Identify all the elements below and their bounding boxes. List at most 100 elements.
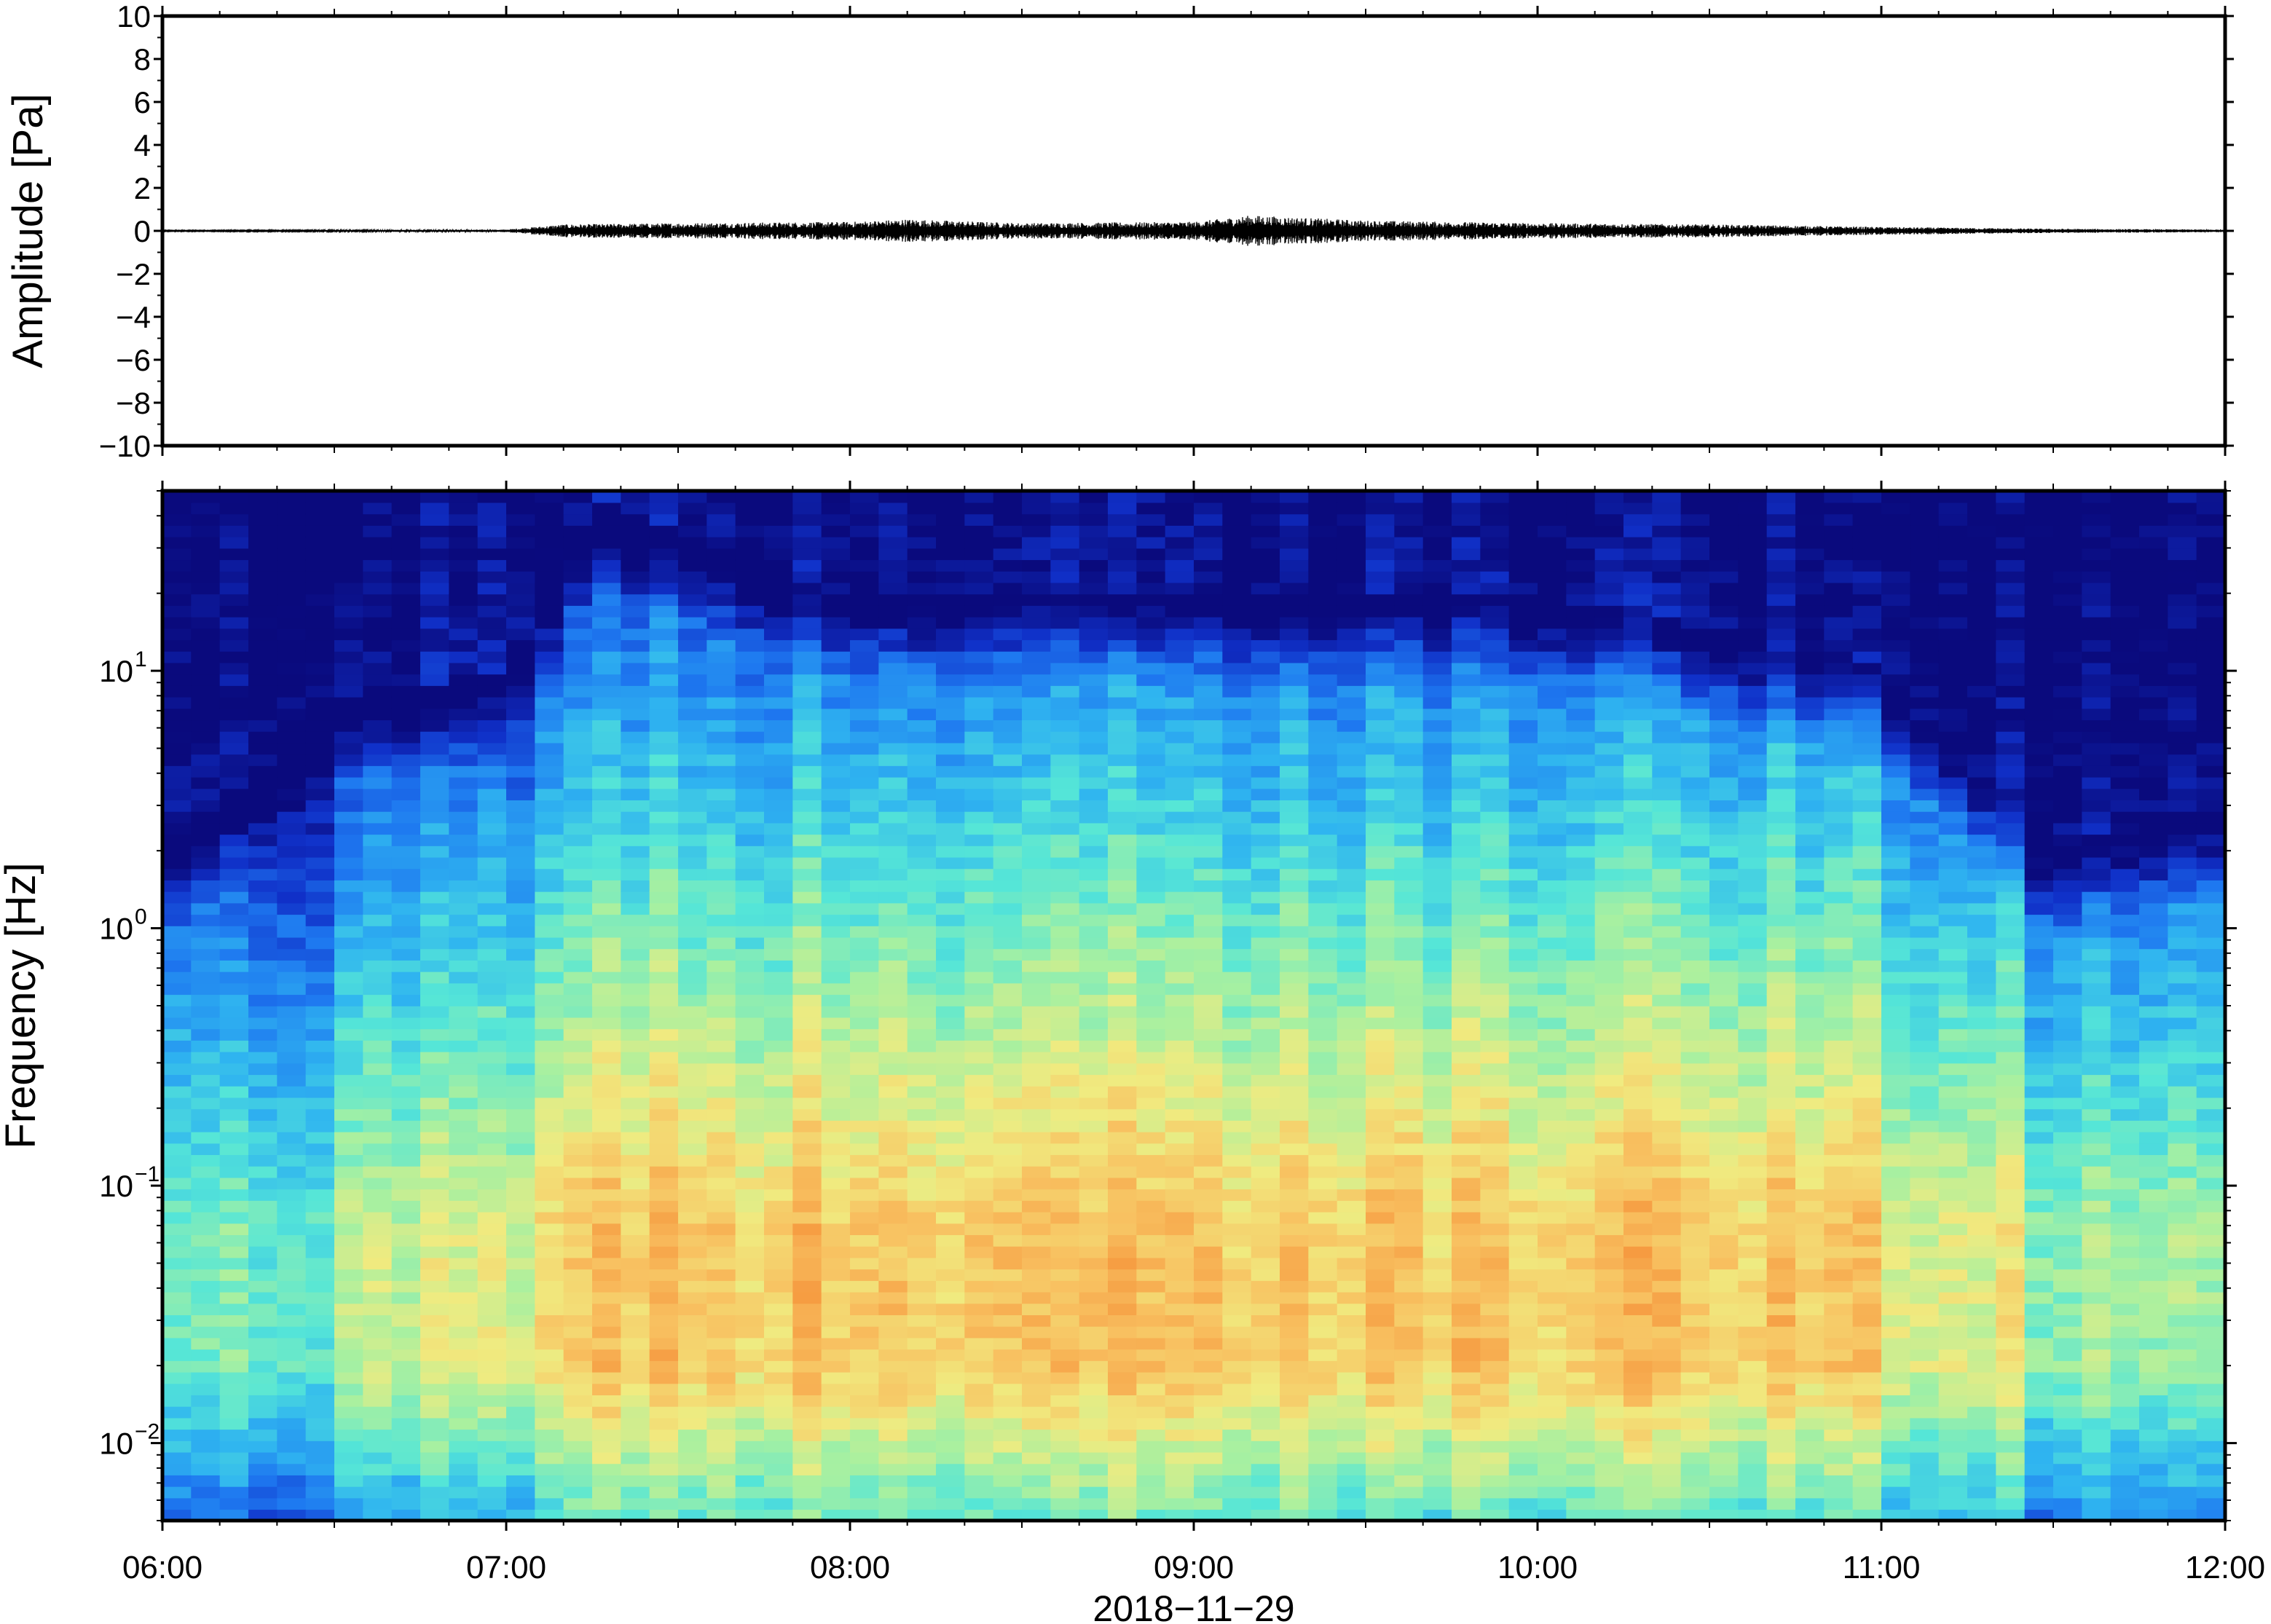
spectrogram-cell (1308, 639, 1338, 652)
spectrogram-cell (391, 1269, 421, 1281)
spectrogram-cell (535, 1257, 564, 1270)
spectrogram-cell (334, 1314, 364, 1327)
spectrogram-cell (563, 1040, 593, 1052)
spectrogram-cell (964, 765, 994, 778)
spectrogram-cell (621, 800, 650, 812)
spectrogram-cell (621, 1234, 650, 1247)
spectrogram-cell (1222, 1189, 1252, 1201)
spectrogram-cell (248, 1074, 278, 1087)
spectrogram-cell (907, 1349, 937, 1361)
spectrogram-cell (592, 948, 622, 961)
spectrogram-cell (792, 742, 822, 755)
spectrogram-cell (449, 1337, 479, 1350)
spectrogram-cell (1452, 1429, 1481, 1441)
spectrogram-cell (678, 1269, 708, 1281)
spectrogram-cell (993, 948, 1023, 961)
spectrogram-cell (993, 1371, 1023, 1384)
spectrogram-cell (1452, 536, 1481, 549)
spectrogram-cell (678, 1234, 708, 1247)
spectrogram-cell (1452, 1337, 1481, 1350)
spectrogram-cell (1165, 742, 1194, 755)
spectrogram-cell (1050, 730, 1080, 744)
spectrogram-cell (964, 902, 994, 915)
spectrogram-cell (1280, 800, 1310, 812)
spectrogram-cell (1566, 1063, 1596, 1076)
spectrogram-cell (1165, 811, 1194, 824)
spectrogram-cell (764, 1006, 794, 1018)
spectrogram-cell (821, 1417, 851, 1430)
spectrogram-cell (191, 548, 221, 561)
spectrogram-cell (764, 960, 794, 972)
spectrogram-cell (678, 696, 708, 709)
spectrogram-cell (707, 1154, 736, 1167)
spectrogram-cell (678, 720, 708, 732)
spectrogram-cell (1280, 1074, 1310, 1087)
spectrogram-cell (1136, 525, 1166, 537)
spectrogram-cell (1165, 605, 1194, 618)
spectrogram-cell (792, 525, 822, 537)
spectrogram-cell (792, 982, 822, 996)
spectrogram-cell (219, 605, 249, 618)
spectrogram-cell (1452, 720, 1481, 732)
spectrogram-cell (334, 994, 364, 1006)
spectrogram-cell (821, 960, 851, 972)
spectrogram-cell (592, 650, 622, 663)
spectrogram-cell (1108, 1325, 1138, 1339)
spectrogram-cell (936, 650, 966, 663)
spectrogram-cell (1508, 1371, 1538, 1384)
spectrogram-cell (1652, 594, 1682, 606)
spectrogram-cell (334, 742, 364, 755)
spectrogram-cell (1623, 1006, 1653, 1018)
spectrogram-cell (1594, 1406, 1624, 1419)
spectrogram-cell (649, 1063, 679, 1076)
spectrogram-cell (248, 868, 278, 880)
spectrogram-cell (1050, 1291, 1080, 1304)
spectrogram-cell (1251, 685, 1280, 698)
spectrogram-cell (162, 788, 192, 800)
spectrogram-cell (993, 616, 1023, 629)
spectrogram-cell (1452, 525, 1481, 537)
spectrogram-cell (477, 1314, 507, 1327)
spectrogram-cell (878, 730, 908, 744)
spectrogram-cell (1508, 1440, 1538, 1453)
spectrogram-cell (1022, 685, 1052, 698)
spectrogram-cell (535, 1475, 564, 1487)
spectrogram-cell (1680, 1006, 1710, 1018)
spectrogram-cell (1136, 1291, 1166, 1304)
spectrogram-cell (1222, 742, 1252, 755)
spectrogram-cell (1251, 720, 1280, 732)
spectrogram-cell (1251, 650, 1280, 663)
spectrogram-cell (248, 1360, 278, 1373)
spectrogram-cell (1366, 1371, 1396, 1384)
spectrogram-cell (1538, 1257, 1567, 1270)
spectrogram-cell (621, 628, 650, 641)
spectrogram-cell (1251, 1120, 1280, 1132)
spectrogram-cell (1251, 1371, 1280, 1384)
spectrogram-cell (1050, 1074, 1080, 1087)
spectrogram-cell (1508, 960, 1538, 972)
spectrogram-cell (1251, 1017, 1280, 1030)
spectrogram-cell (936, 937, 966, 950)
spectrogram-cell (964, 811, 994, 824)
spectrogram-cell (592, 754, 622, 766)
spectrogram-cell (1680, 1120, 1710, 1132)
spectrogram-cell (1108, 696, 1138, 709)
spectrogram-cell (420, 914, 450, 926)
spectrogram-cell (219, 856, 249, 870)
spectrogram-cell (964, 525, 994, 537)
spectrogram-cell (305, 742, 335, 755)
spectrogram-cell (678, 834, 708, 846)
spectrogram-cell (1508, 1257, 1538, 1270)
spectrogram-cell (764, 1200, 794, 1213)
spectrogram-cell (535, 856, 564, 870)
spectrogram-cell (1366, 1417, 1396, 1430)
spectrogram-cell (420, 525, 450, 537)
spectrogram-cell (248, 834, 278, 846)
spectrogram-cell (821, 754, 851, 766)
spectrogram-cell (707, 674, 736, 686)
spectrogram-cell (162, 880, 192, 892)
spectrogram-cell (305, 1108, 335, 1121)
spectrogram-cell (936, 491, 966, 503)
spectrogram-cell (1337, 868, 1366, 880)
spectrogram-cell (1366, 1154, 1396, 1167)
